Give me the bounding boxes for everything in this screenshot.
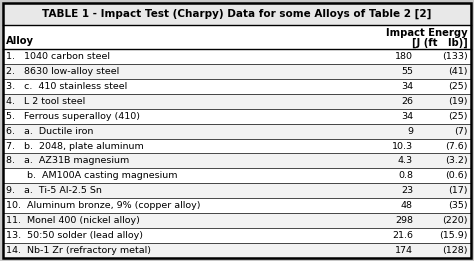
Text: 55: 55 [401, 67, 413, 76]
Text: 9: 9 [407, 127, 413, 136]
Bar [3, 139, 471, 153]
Text: 7.   b.  2048, plate aluminum: 7. b. 2048, plate aluminum [6, 141, 144, 151]
Text: 13.  50:50 solder (lead alloy): 13. 50:50 solder (lead alloy) [6, 231, 143, 240]
Bar [3, 213, 471, 228]
Bar [3, 198, 471, 213]
Text: TABLE 1 - Impact Test (Charpy) Data for some Alloys of Table 2 [2]: TABLE 1 - Impact Test (Charpy) Data for … [42, 9, 432, 19]
Text: 9.   a.  Ti-5 Al-2.5 Sn: 9. a. Ti-5 Al-2.5 Sn [6, 186, 102, 195]
Text: 1.   1040 carbon steel: 1. 1040 carbon steel [6, 52, 110, 61]
Text: Impact Energy: Impact Energy [386, 28, 468, 38]
Bar [3, 64, 471, 79]
Bar [3, 3, 471, 25]
Text: (0.6): (0.6) [446, 171, 468, 180]
Text: 0.8: 0.8 [398, 171, 413, 180]
Text: [J (ft   lb)]: [J (ft lb)] [412, 38, 468, 48]
Bar [3, 243, 471, 258]
Text: (35): (35) [448, 201, 468, 210]
Text: (25): (25) [448, 82, 468, 91]
Text: 8.   a.  AZ31B magnesium: 8. a. AZ31B magnesium [6, 156, 129, 165]
Text: (15.9): (15.9) [439, 231, 468, 240]
Text: (17): (17) [448, 186, 468, 195]
Text: 6.   a.  Ductile iron: 6. a. Ductile iron [6, 127, 93, 136]
Text: (25): (25) [448, 112, 468, 121]
Text: 10.3: 10.3 [392, 141, 413, 151]
Bar [3, 168, 471, 183]
Text: 11.  Monel 400 (nickel alloy): 11. Monel 400 (nickel alloy) [6, 216, 140, 225]
Text: 4.   L 2 tool steel: 4. L 2 tool steel [6, 97, 85, 106]
Text: (220): (220) [443, 216, 468, 225]
Text: 2.   8630 low-alloy steel: 2. 8630 low-alloy steel [6, 67, 119, 76]
Bar [3, 79, 471, 94]
Bar [3, 228, 471, 243]
Text: 180: 180 [395, 52, 413, 61]
Text: 21.6: 21.6 [392, 231, 413, 240]
Text: 34: 34 [401, 82, 413, 91]
Bar [3, 109, 471, 124]
Text: (133): (133) [442, 52, 468, 61]
Bar [3, 124, 471, 139]
Bar [3, 94, 471, 109]
Text: (41): (41) [448, 67, 468, 76]
Text: b.  AM100A casting magnesium: b. AM100A casting magnesium [6, 171, 177, 180]
Text: 174: 174 [395, 246, 413, 255]
Text: 34: 34 [401, 112, 413, 121]
Text: 48: 48 [401, 201, 413, 210]
Text: 3.   c.  410 stainless steel: 3. c. 410 stainless steel [6, 82, 127, 91]
Text: 10.  Aluminum bronze, 9% (copper alloy): 10. Aluminum bronze, 9% (copper alloy) [6, 201, 201, 210]
Text: (7.6): (7.6) [446, 141, 468, 151]
Text: 23: 23 [401, 186, 413, 195]
Bar [3, 183, 471, 198]
Text: 14.  Nb-1 Zr (refractory metal): 14. Nb-1 Zr (refractory metal) [6, 246, 151, 255]
Text: (3.2): (3.2) [446, 156, 468, 165]
Text: 26: 26 [401, 97, 413, 106]
Text: (7): (7) [455, 127, 468, 136]
Text: (128): (128) [443, 246, 468, 255]
Bar [3, 49, 471, 64]
Text: (19): (19) [448, 97, 468, 106]
Text: Alloy: Alloy [6, 36, 34, 46]
Text: 4.3: 4.3 [398, 156, 413, 165]
Text: 298: 298 [395, 216, 413, 225]
Text: 5.   Ferrous superalloy (410): 5. Ferrous superalloy (410) [6, 112, 140, 121]
Bar [3, 153, 471, 168]
